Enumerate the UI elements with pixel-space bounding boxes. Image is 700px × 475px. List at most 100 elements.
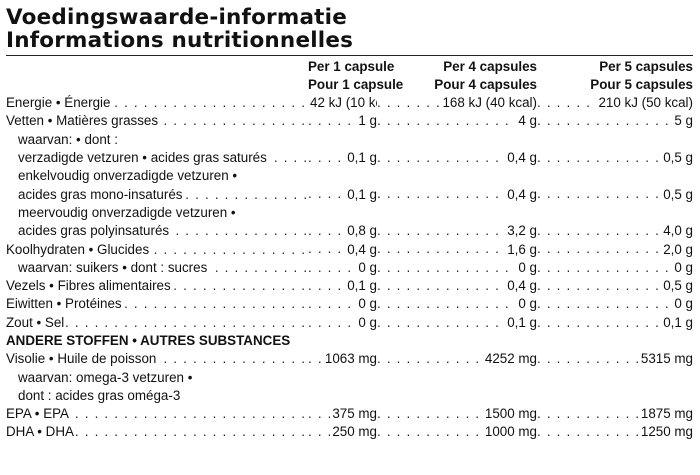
- value-cell-2: . . . . . . . . . . . . . . . . . . . . …: [377, 406, 537, 422]
- table-row: . . . . . . . . . . . . . . . . . . . . …: [6, 405, 693, 423]
- value-cell-3: [537, 387, 693, 405]
- value-2: [535, 387, 537, 403]
- table-row: . . . . . . . . . . . . . . . . . . . . …: [6, 185, 693, 203]
- header-row-dutch: Per 1 capsule Per 4 capsules Per 5 capsu…: [6, 58, 693, 76]
- value-cell-3: . . . . . . . . . . . . . . . . . . . . …: [537, 241, 693, 257]
- value-cell-2: [377, 204, 537, 222]
- table-row: dont : acides gras oméga-3: [6, 387, 693, 405]
- nutrient-label: Vetten • Matières grasses: [6, 113, 160, 129]
- header-pour-4: Pour 4 capsules: [434, 77, 537, 92]
- title-divider: [6, 55, 693, 56]
- value-cell-1: . . . . . . . . . . . . . . . . . . . . …: [308, 223, 377, 239]
- value-2: 0,4 g: [505, 186, 537, 202]
- nutrient-cell: . . . . . . . . . . . . . . . . . . . . …: [6, 95, 308, 111]
- nutrient-cell: . . . . . . . . . . . . . . . . . . . . …: [6, 351, 308, 367]
- value-1: 42 kJ (10 kcal): [308, 95, 377, 111]
- value-3: 210 kJ (50 kcal): [596, 95, 693, 111]
- header-per-5: Per 5 capsules: [599, 59, 693, 74]
- value-1: 0,4 g: [345, 241, 377, 257]
- value-2: 1000 mg: [482, 424, 537, 440]
- value-cell-3: . . . . . . . . . . . . . . . . . . . . …: [537, 406, 693, 422]
- value-cell-1: . . . . . . . . . . . . . . . . . . . . …: [308, 314, 377, 330]
- header-pour-1: Pour 1 capsule: [308, 77, 404, 92]
- value-cell-2: . . . . . . . . . . . . . . . . . . . . …: [377, 241, 537, 257]
- nutrient-cell: . . . . . . . . . . . . . . . . . . . . …: [6, 113, 308, 129]
- nutrient-label: waarvan: • dont :: [18, 131, 119, 147]
- nutrient-cell: . . . . . . . . . . . . . . . . . . . . …: [6, 241, 308, 257]
- value-cell-1: [308, 368, 377, 386]
- nutrient-label: dont : acides gras oméga-3: [18, 387, 182, 403]
- value-3: [691, 369, 693, 385]
- table-row: . . . . . . . . . . . . . . . . . . . . …: [6, 222, 693, 240]
- nutrient-label: waarvan: omega-3 vetzuren •: [18, 369, 194, 385]
- value-1: 0 g: [356, 314, 377, 330]
- value-cell-2: . . . . . . . . . . . . . . . . . . . . …: [377, 277, 537, 294]
- value-cell-3: . . . . . . . . . . . . . . . . . . . . …: [537, 223, 693, 239]
- value-cell-1: . . . . . . . . . . . . . . . . . . . . …: [308, 259, 377, 275]
- table-row: waarvan: omega-3 vetzuren •: [6, 368, 693, 386]
- value-2: 0,4 g: [505, 278, 537, 294]
- value-1: [375, 204, 377, 220]
- value-cell-3: . . . . . . . . . . . . . . . . . . . . …: [537, 149, 693, 166]
- table-row: meervoudig onverzadigde vetzuren •: [6, 204, 693, 222]
- value-cell-3: . . . . . . . . . . . . . . . . . . . . …: [537, 296, 693, 312]
- value-3: [691, 168, 693, 184]
- nutrient-label: DHA • DHA: [6, 424, 75, 440]
- value-cell-3: . . . . . . . . . . . . . . . . . . . . …: [537, 113, 693, 129]
- nutrient-label: Eiwitten • Protéines: [6, 296, 123, 312]
- value-1: 0,8 g: [345, 223, 377, 239]
- value-3: [691, 131, 693, 147]
- nutrient-label: Energie • Énergie: [6, 95, 112, 111]
- value-3: 5 g: [672, 113, 693, 129]
- value-3: 2,0 g: [661, 241, 693, 257]
- nutrient-label: waarvan: suikers • dont : sucres: [18, 259, 209, 275]
- nutrient-label: acides gras polyinsaturés: [18, 223, 171, 239]
- value-cell-2: [377, 167, 537, 185]
- value-cell-2: . . . . . . . . . . . . . . . . . . . . …: [377, 259, 537, 275]
- value-cell-1: [308, 387, 377, 405]
- value-1: 0 g: [356, 296, 377, 312]
- value-3: 0,5 g: [661, 150, 693, 166]
- value-cell-3: . . . . . . . . . . . . . . . . . . . . …: [537, 259, 693, 275]
- nutrient-label: meervoudig onverzadigde vetzuren •: [18, 204, 237, 220]
- value-cell-2: . . . . . . . . . . . . . . . . . . . . …: [377, 296, 537, 312]
- value-cell-2: . . . . . . . . . . . . . . . . . . . . …: [377, 314, 537, 330]
- value-3: [691, 204, 693, 220]
- value-1: 0,1 g: [345, 278, 377, 294]
- value-cell-3: . . . . . . . . . . . . . . . . . . . . …: [537, 186, 693, 202]
- value-1: 375 mg: [330, 406, 377, 422]
- nutrient-label: Visolie • Huile de poisson: [6, 351, 158, 367]
- value-2: 4252 mg: [482, 351, 537, 367]
- nutrient-cell: . . . . . . . . . . . . . . . . . . . . …: [6, 296, 308, 312]
- value-cell-1: [308, 131, 377, 149]
- nutrient-label: acides gras mono-insaturés: [18, 186, 184, 202]
- value-2: [535, 369, 537, 385]
- value-cell-3: . . . . . . . . . . . . . . . . . . . . …: [537, 314, 693, 330]
- value-3: [691, 387, 693, 403]
- nutrient-cell: . . . . . . . . . . . . . . . . . . . . …: [18, 223, 308, 239]
- nutrient-label: verzadigde vetzuren • acides gras saturé…: [18, 150, 268, 166]
- nutrient-cell: . . . . . . . . . . . . . . . . . . . . …: [18, 259, 308, 275]
- value-cell-2: . . . . . . . . . . . . . . . . . . . . …: [377, 149, 537, 166]
- section-row: ANDERE STOFFEN • AUTRES SUBSTANCES: [6, 332, 693, 350]
- header-per-1: Per 1 capsule: [308, 59, 395, 74]
- value-2: 1,6 g: [505, 241, 537, 257]
- nutrient-cell: waarvan: omega-3 vetzuren •: [6, 368, 308, 386]
- value-2: [535, 204, 537, 220]
- value-cell-2: . . . . . . . . . . . . . . . . . . . . …: [377, 424, 537, 440]
- value-2: 0,4 g: [505, 150, 537, 166]
- header-pour-5: Pour 5 capsules: [590, 77, 693, 92]
- nutrient-label: Vezels • Fibres alimentaires: [6, 278, 172, 294]
- table-row: waarvan: • dont :: [6, 131, 693, 149]
- value-cell-1: . . . . . . . . . . . . . . . . . . . . …: [308, 351, 377, 367]
- value-3: 1875 mg: [638, 406, 693, 422]
- header-row-french: Pour 1 capsule Pour 4 capsules Pour 5 ca…: [6, 76, 693, 94]
- header-per-4: Per 4 capsules: [443, 59, 537, 74]
- value-1: 0 g: [356, 259, 377, 275]
- value-3: 4,0 g: [661, 223, 693, 239]
- table-row: . . . . . . . . . . . . . . . . . . . . …: [6, 149, 693, 167]
- value-cell-1: . . . . . . . . . . . . . . . . . . . . …: [308, 241, 377, 257]
- value-cell-1: . . . . . . . . . . . . . . . . . . . . …: [308, 186, 377, 202]
- nutrient-cell: dont : acides gras oméga-3: [6, 387, 308, 405]
- value-cell-3: . . . . . . . . . . . . . . . . . . . . …: [537, 95, 693, 111]
